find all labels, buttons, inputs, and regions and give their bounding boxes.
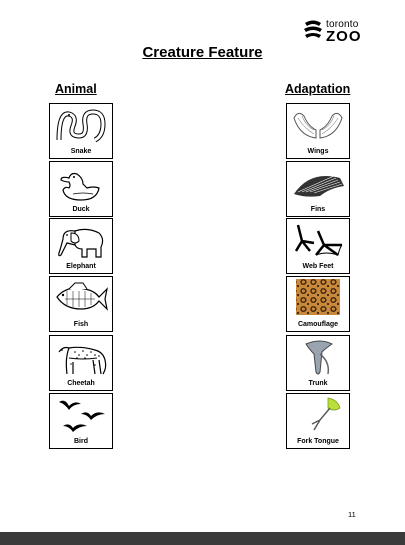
fish-icon [56, 282, 108, 311]
adaptation-label: Camouflage [297, 321, 339, 328]
wings-icon [293, 112, 343, 139]
page-title: Creature Feature [142, 44, 263, 61]
cheetah-icon [58, 346, 107, 375]
animal-card-duck[interactable]: Duck [49, 161, 113, 217]
page-number: 11 [348, 510, 356, 519]
animal-label: Bird [74, 438, 88, 445]
adaptation-card-web-feet[interactable]: Web Feet [286, 218, 350, 274]
adaptation-label: Fins [310, 206, 326, 213]
adaptation-card-wings[interactable]: Wings [286, 103, 350, 159]
animal-label: Elephant [66, 263, 96, 270]
animal-label: Snake [70, 148, 92, 155]
adaptation-column-header: Adaptation [285, 82, 351, 96]
adaptation-card-trunk[interactable]: Trunk [286, 335, 350, 391]
adaptation-label: Wings [307, 148, 329, 155]
animal-card-elephant[interactable]: Elephant [49, 218, 113, 274]
leopard-pattern-icon [296, 279, 340, 315]
adaptation-card-camouflage[interactable]: Camouflage [286, 276, 350, 332]
animal-card-cheetah[interactable]: Cheetah [49, 335, 113, 391]
toronto-zoo-logo: toronto ZOO [302, 18, 372, 45]
adaptation-card-fork-tongue[interactable]: Fork Tongue [286, 393, 350, 449]
worksheet-page: toronto ZOO Creature Feature Animal Adap… [49, 18, 372, 519]
logo-text-toronto: toronto [326, 19, 359, 30]
trunk-icon [305, 340, 333, 375]
fork-tongue-icon [311, 397, 341, 431]
animal-card-snake[interactable]: Snake [49, 103, 113, 159]
animal-column-header: Animal [55, 82, 97, 96]
elephant-icon [58, 228, 104, 258]
animal-label: Duck [72, 206, 90, 213]
duck-icon [60, 172, 100, 201]
animal-card-bird[interactable]: Bird [49, 393, 113, 449]
animal-label: Fish [73, 321, 89, 328]
animal-label: Cheetah [67, 380, 95, 387]
adaptation-label: Fork Tongue [297, 438, 339, 445]
logo-text-zoo: ZOO [326, 28, 362, 45]
adaptation-card-fins[interactable]: Fins [286, 161, 350, 217]
viewer-bottom-bar [0, 532, 405, 545]
bird-icon [59, 400, 105, 432]
zoo-logo-icon [304, 20, 322, 38]
animal-card-fish[interactable]: Fish [49, 276, 113, 332]
snake-icon [56, 109, 106, 143]
webbed-feet-icon [294, 224, 343, 257]
adaptation-label: Web Feet [302, 263, 334, 270]
fin-icon [294, 175, 344, 197]
adaptation-label: Trunk [308, 380, 328, 387]
